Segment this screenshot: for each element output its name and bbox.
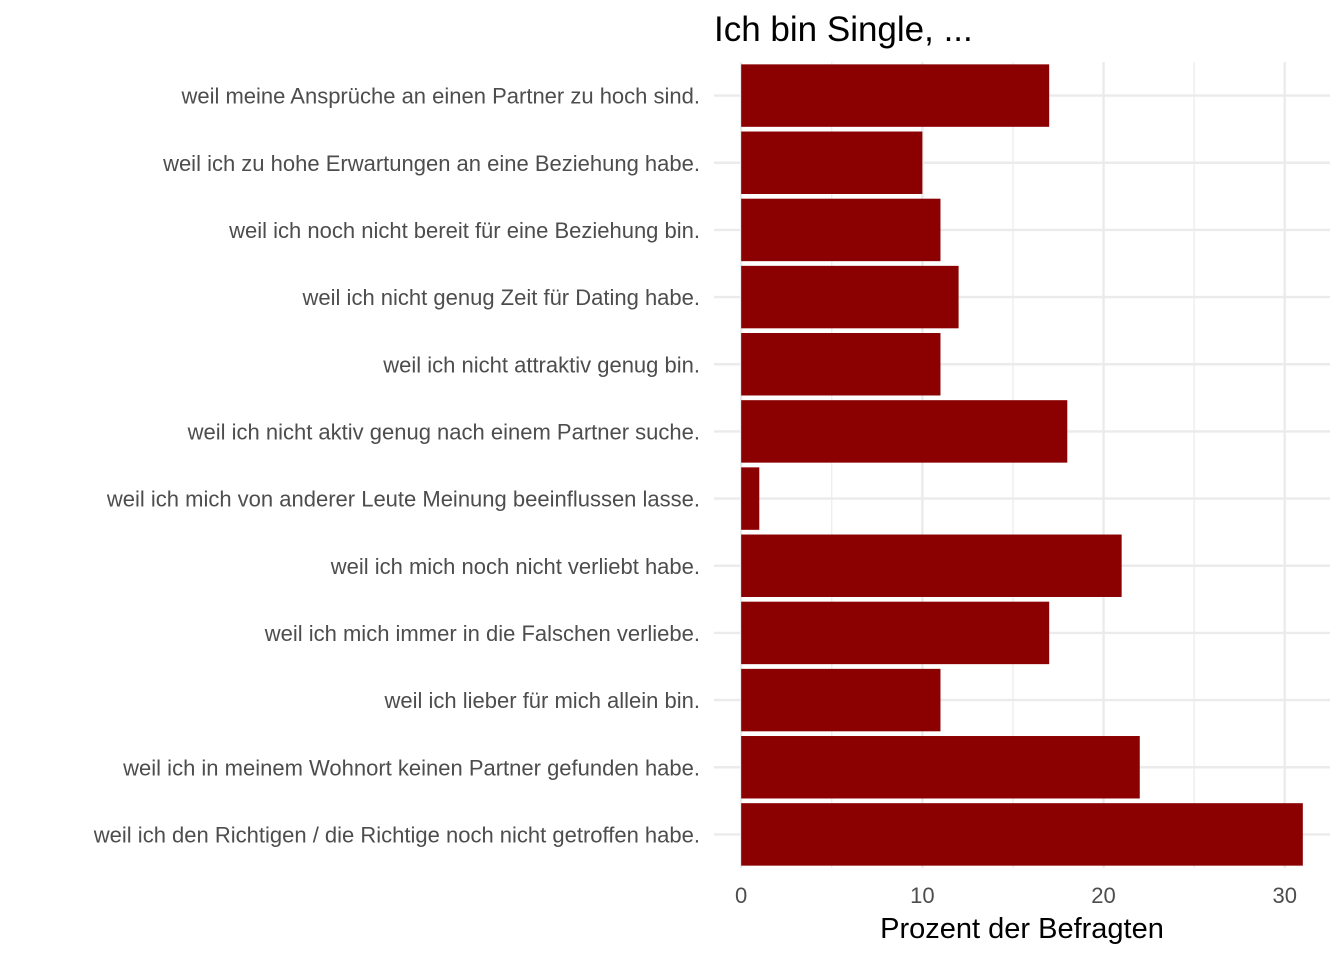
y-tick-label: weil meine Ansprüche an einen Partner zu… <box>180 84 700 109</box>
y-tick-label: weil ich zu hohe Erwartungen an eine Bez… <box>162 151 700 176</box>
bar <box>741 467 760 530</box>
bars <box>741 64 1303 866</box>
bar <box>741 400 1068 463</box>
y-tick-label: weil ich mich von anderer Leute Meinung … <box>106 487 700 512</box>
y-tick-label: weil ich den Richtigen / die Richtige no… <box>93 822 700 847</box>
bar <box>741 198 941 262</box>
bar <box>741 64 1050 127</box>
bar <box>741 131 923 194</box>
bar <box>741 601 1050 665</box>
y-tick-label: weil ich nicht attraktiv genug bin. <box>382 352 700 377</box>
category-labels: weil meine Ansprüche an einen Partner zu… <box>93 84 700 848</box>
y-tick-label: weil ich in meinem Wohnort keinen Partne… <box>122 755 700 780</box>
x-tick-label: 10 <box>910 883 934 908</box>
bar <box>741 736 1140 799</box>
bar <box>741 668 941 732</box>
x-tick-label: 0 <box>735 883 747 908</box>
y-tick-label: weil ich lieber für mich allein bin. <box>384 688 700 713</box>
bar <box>741 265 959 329</box>
bar <box>741 333 941 396</box>
y-tick-label: weil ich nicht genug Zeit für Dating hab… <box>302 285 700 310</box>
x-tick-label: 20 <box>1091 883 1115 908</box>
y-tick-label: weil ich mich noch nicht verliebt habe. <box>330 554 700 579</box>
y-tick-label: weil ich noch nicht bereit für eine Bezi… <box>228 218 700 243</box>
chart-title: Ich bin Single, ... <box>714 10 973 49</box>
y-tick-label: weil ich nicht aktiv genug nach einem Pa… <box>187 419 700 444</box>
x-tick-labels: 0 10 20 30 <box>735 883 1297 908</box>
bar <box>741 534 1122 597</box>
x-tick-label: 30 <box>1272 883 1296 908</box>
y-tick-label: weil ich mich immer in die Falschen verl… <box>264 621 700 646</box>
bar <box>741 803 1303 866</box>
x-axis-title: Prozent der Befragten <box>880 913 1164 945</box>
